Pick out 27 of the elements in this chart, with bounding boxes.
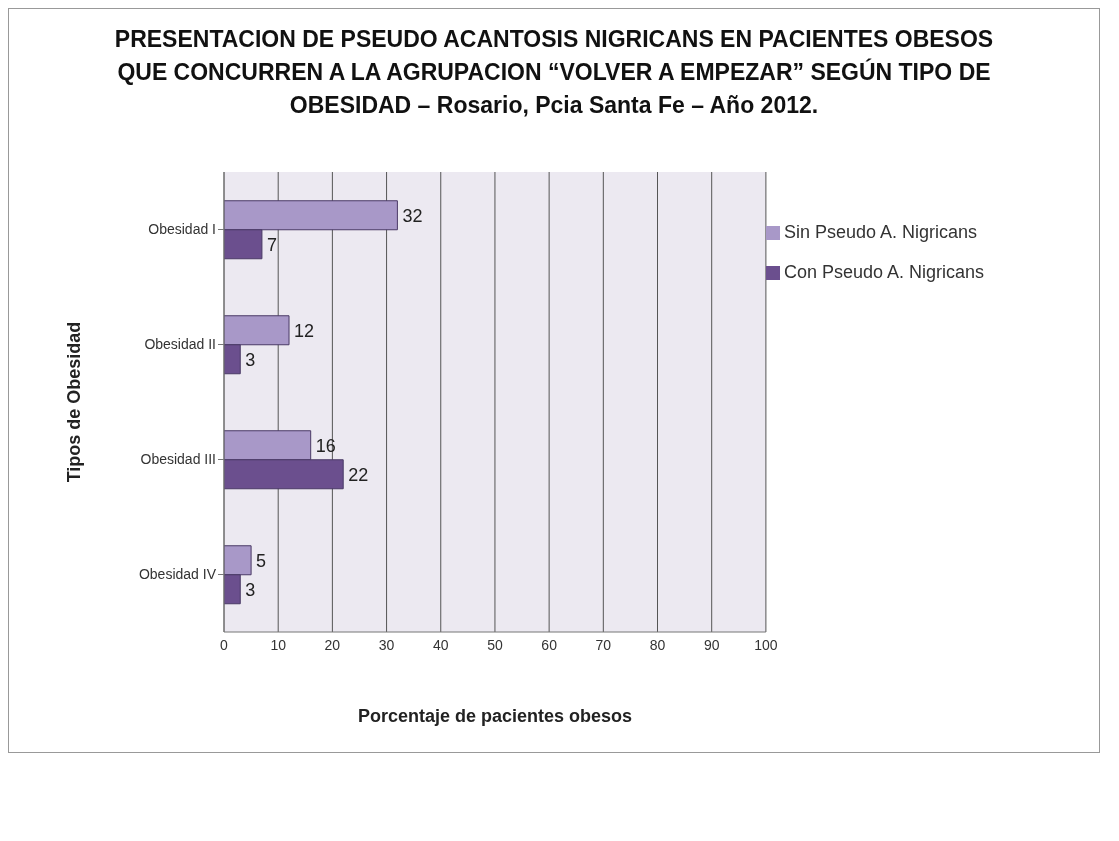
x-tick-label: 90: [703, 636, 720, 653]
data-label: 7: [266, 234, 277, 255]
y-tick-label: Obesidad III: [140, 451, 216, 468]
x-tick-label: 50: [487, 636, 503, 653]
x-tick-label: 30: [378, 636, 395, 653]
y-axis-title: Tipos de Obesidad: [64, 321, 85, 483]
x-tick-label: 0: [220, 636, 229, 653]
y-tick-label: Obesidad II: [144, 336, 216, 353]
data-label: 32: [402, 205, 423, 226]
x-axis-title: Porcentaje de pacientes obesos: [357, 706, 632, 726]
data-label: 22: [348, 464, 369, 485]
x-tick-label: 10: [270, 636, 287, 653]
chart-title: PRESENTACION DE PSEUDO ACANTOSIS NIGRICANS EN PACIENTES OBESOS QUE CONCURREN A LA AGRUPACION “VOLVER A EMPEZAR” SEGÚN TIPO DE OBESIDAD – Rosario, Pcia Santa Fe – Año 2012.: [113, 25, 995, 120]
data-label: 5: [256, 550, 267, 571]
x-tick-label: 60: [541, 636, 558, 653]
x-tick-label: 20: [324, 636, 341, 653]
y-tick-label: Obesidad I: [148, 221, 216, 238]
legend-label: Sin Pseudo A. Nigricans: [783, 222, 977, 242]
legend-label: Con Pseudo A. Nigricans: [783, 262, 984, 282]
data-label: 3: [245, 579, 256, 600]
x-tick-label: 40: [432, 636, 449, 653]
y-tick-label: Obesidad IV: [138, 566, 217, 583]
x-tick-label: 100: [754, 636, 778, 653]
data-label: 3: [245, 349, 256, 370]
data-label: 12: [294, 320, 315, 341]
x-tick-label: 80: [649, 636, 666, 653]
x-tick-label: 70: [595, 636, 612, 653]
